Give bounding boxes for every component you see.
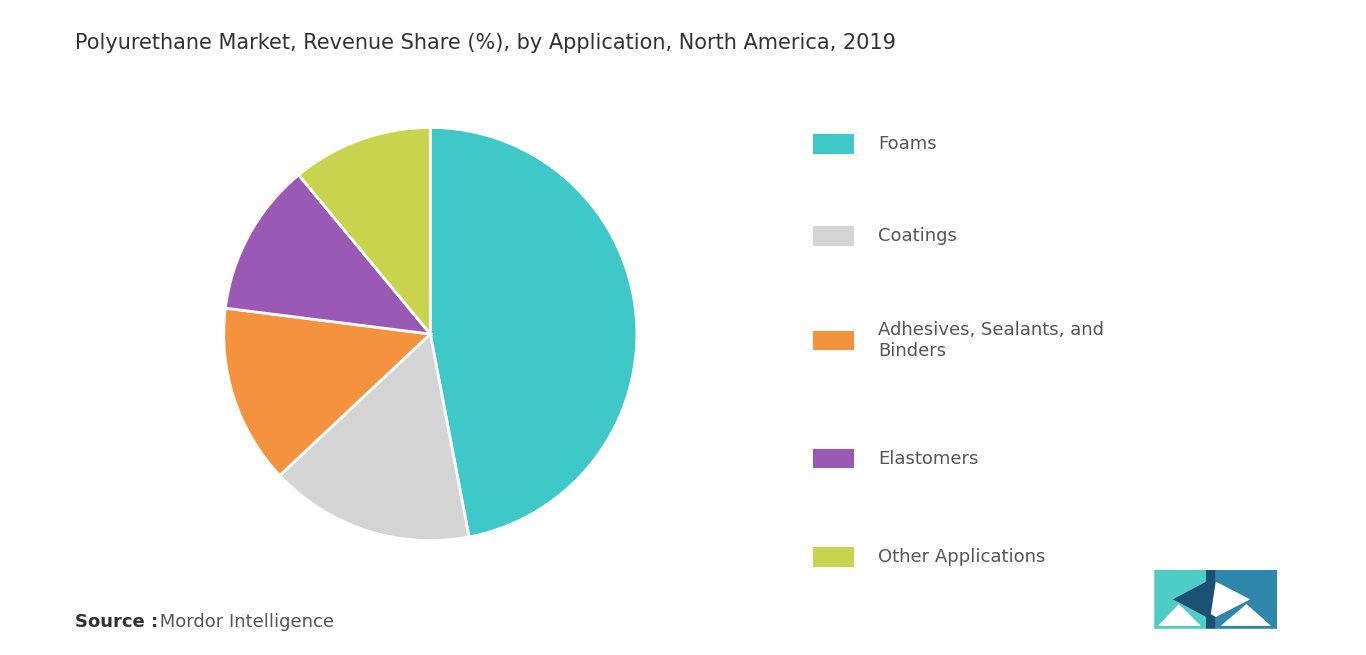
Text: Adhesives, Sealants, and
Binders: Adhesives, Sealants, and Binders: [878, 321, 1104, 360]
Text: Source :: Source :: [75, 613, 158, 631]
Wedge shape: [280, 334, 469, 540]
Polygon shape: [1154, 570, 1206, 629]
Polygon shape: [1221, 604, 1270, 626]
Wedge shape: [299, 128, 430, 334]
Wedge shape: [430, 128, 637, 537]
Polygon shape: [1158, 604, 1201, 626]
Text: Coatings: Coatings: [878, 227, 958, 245]
Text: Foams: Foams: [878, 135, 937, 153]
Polygon shape: [1216, 570, 1277, 629]
Text: Other Applications: Other Applications: [878, 548, 1046, 566]
Text: Polyurethane Market, Revenue Share (%), by Application, North America, 2019: Polyurethane Market, Revenue Share (%), …: [75, 33, 896, 53]
Text: Mordor Intelligence: Mordor Intelligence: [154, 613, 335, 631]
Polygon shape: [1172, 570, 1216, 629]
Text: Elastomers: Elastomers: [878, 449, 978, 468]
Wedge shape: [224, 308, 430, 476]
Wedge shape: [225, 175, 430, 334]
